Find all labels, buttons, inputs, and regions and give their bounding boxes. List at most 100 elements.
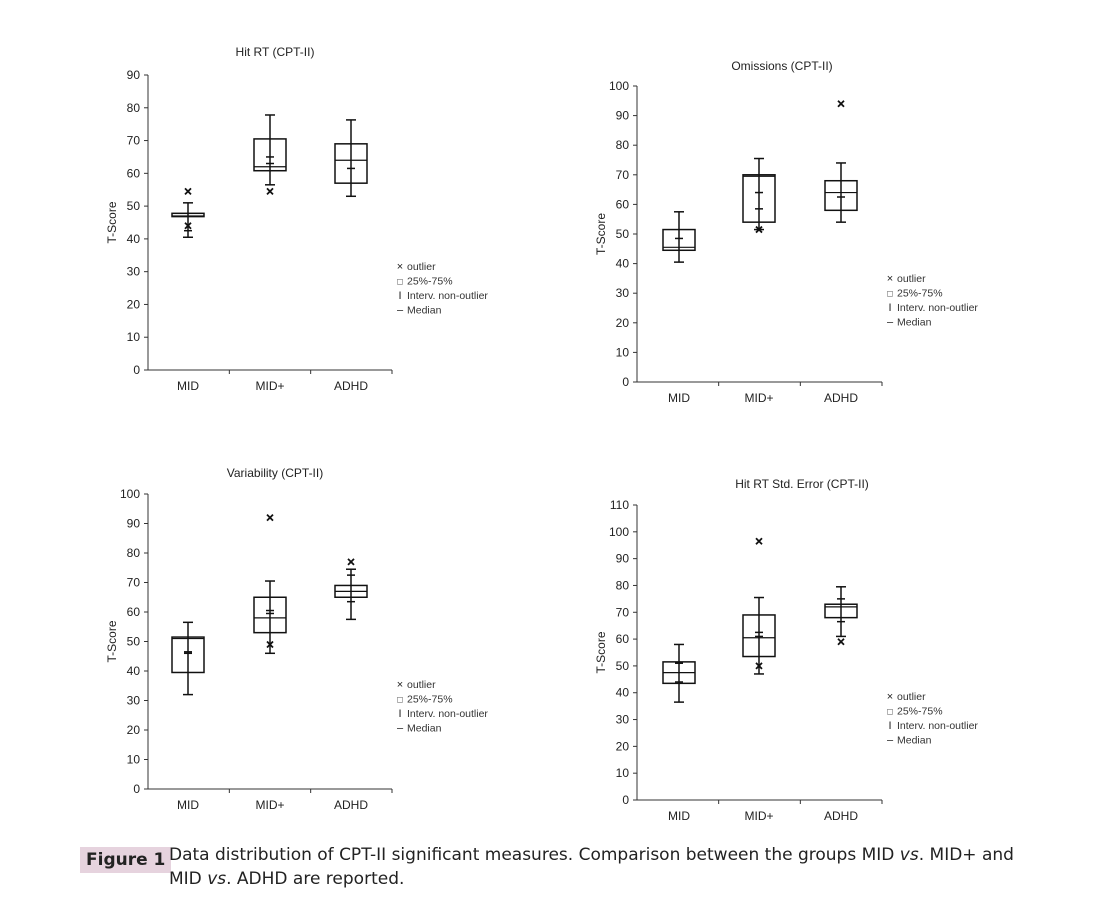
legend-symbol: – [887,735,894,747]
y-tick-label: 80 [127,546,141,560]
iqr-box [824,179,858,212]
y-tick-label: 60 [616,197,630,211]
y-tick-label: 20 [127,723,141,737]
iqr-box [824,603,858,619]
caption-text: Data distribution of CPT-II significant … [169,845,1014,889]
legend-symbol: I [398,708,401,720]
legend-label: Interv. non-outlier [407,290,488,302]
legend-label: Median [407,305,442,317]
y-tick-label: 40 [616,686,630,700]
outlier-point [347,558,355,566]
x-tick-label: MID+ [744,809,773,823]
outlier-stroke [184,222,192,230]
y-tick-label: 50 [127,199,141,213]
y-tick-label: 90 [616,109,630,123]
legend-symbol: □ [397,695,403,705]
y-tick-label: 110 [610,498,629,512]
iqr-box [662,228,696,252]
legend-symbol: □ [887,707,893,717]
iqr-box [253,138,287,172]
chart-panel-3: Variability (CPT-II) T-Score 0 10 20 30 40 50 60… [105,466,488,812]
y-tick-label: 30 [127,265,141,279]
outlier-stroke [837,100,845,108]
figure-label: Figure 1 [80,847,172,873]
legend-symbol: – [887,317,894,329]
y-tick-label: 100 [609,79,629,93]
x-tick-label: ADHD [824,391,858,405]
legend-label: Interv. non-outlier [407,708,488,720]
box-mid [662,211,696,263]
y-tick-label: 70 [616,605,630,619]
legend-symbol: – [397,723,404,735]
legend-label: outlier [897,273,926,285]
y-tick-label: 60 [616,632,630,646]
legend-label: Median [897,317,932,329]
chart-panel-2: Omissions (CPT-II) T-Score 0 10 20 30 40 50 60 70… [594,59,978,405]
y-tick-label: 90 [616,552,630,566]
box-mid-plus [253,114,287,195]
legend-label: Interv. non-outlier [897,720,978,732]
legend-label: Median [407,723,442,735]
y-tick-label: 10 [616,766,630,780]
y-tick-label: 70 [127,134,141,148]
iqr-box [742,174,776,223]
box-mid-plus [253,513,287,655]
legend-symbol: I [398,290,401,302]
legend: × outlier □ 25%-75% I Interv. non-outlier– Med… [887,691,979,747]
y-tick-label: 0 [133,782,140,796]
outlier-point [755,662,763,670]
chart-title: Hit RT Std. Error (CPT-II) [735,477,869,491]
x-tick-label: MID [177,798,199,812]
box-adhd [824,586,858,646]
x-tick-label: MID+ [255,798,284,812]
outlier-stroke [266,187,274,195]
outlier-stroke [837,638,845,646]
box-mid [171,621,205,696]
legend-label: 25%-75% [407,276,453,288]
legend-symbol: I [888,720,891,732]
y-tick-label: 90 [127,517,141,531]
y-axis-label: T-Score [594,213,608,255]
legend-symbol: × [397,679,403,691]
outlier-point [837,100,845,108]
x-tick-label: MID+ [744,391,773,405]
box-mid [171,187,205,238]
outlier-point [266,513,274,522]
y-tick-label: 70 [127,576,141,590]
y-tick-label: 50 [616,227,630,241]
iqr-box [171,212,205,218]
y-tick-label: 80 [127,101,141,115]
y-tick-label: 90 [127,68,141,82]
x-tick-label: MID [177,379,199,393]
outlier-stroke [266,640,274,649]
box-mid-plus [742,537,776,675]
y-tick-label: 100 [120,487,140,501]
y-tick-label: 60 [127,166,141,180]
legend-symbol: □ [887,289,893,299]
y-tick-label: 0 [133,363,140,377]
legend-symbol: I [888,302,891,314]
legend-label: outlier [407,679,436,691]
y-tick-label: 10 [616,345,630,359]
legend-symbol: × [887,273,893,285]
legend-label: Interv. non-outlier [897,302,978,314]
outlier-stroke [755,225,763,234]
y-tick-label: 100 [609,525,629,539]
y-tick-label: 0 [622,793,629,807]
y-tick-label: 20 [127,297,141,311]
legend-label: outlier [897,691,926,703]
y-tick-label: 40 [127,664,141,678]
chart-title: Hit RT (CPT-II) [236,45,315,59]
legend: × outlier □ 25%-75% I Interv. non-outlier– Med… [397,261,489,317]
y-axis-label: T-Score [105,620,119,662]
y-tick-label: 40 [616,257,630,271]
x-tick-label: MID+ [255,379,284,393]
chart-title: Variability (CPT-II) [227,466,323,480]
box-mid-plus [742,157,776,234]
chart-title: Omissions (CPT-II) [731,59,832,73]
outlier-stroke [347,558,355,566]
legend-label: 25%-75% [897,288,943,300]
box-adhd [824,100,858,223]
y-tick-label: 30 [616,286,630,300]
outlier-point [184,222,192,230]
